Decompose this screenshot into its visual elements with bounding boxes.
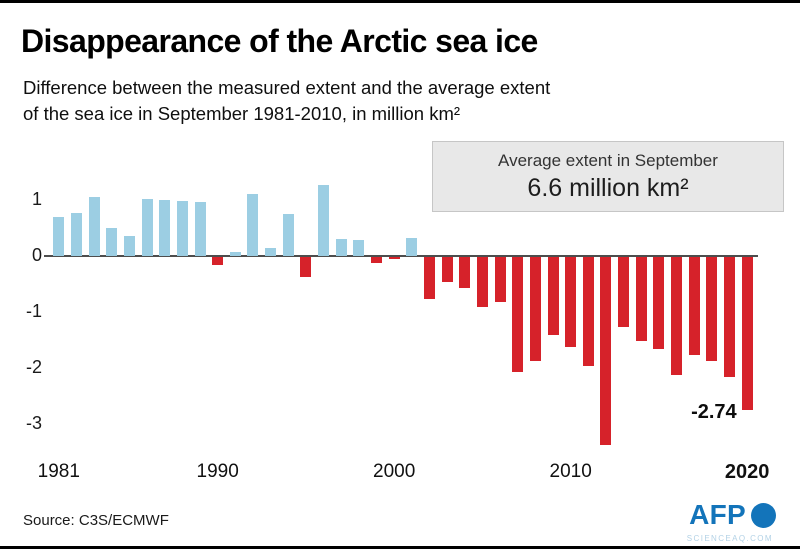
- bar-2013: [618, 257, 630, 327]
- watermark: SCIENCEAQ.COM: [686, 534, 773, 543]
- bar-2020: [741, 257, 753, 411]
- bar-1996: [318, 184, 330, 256]
- bar-2018: [706, 257, 718, 361]
- x-axis-tick-1981: 1981: [37, 461, 80, 482]
- bar-1990: [212, 257, 224, 266]
- y-axis-tick--3: -3: [25, 413, 42, 433]
- bar-2016: [671, 257, 683, 375]
- bar-1981: [53, 216, 65, 256]
- afp-logo: AFP: [689, 499, 776, 531]
- x-axis-tick-2020: 2020: [724, 461, 770, 483]
- bar-2006: [494, 257, 506, 302]
- bar-1992: [247, 194, 259, 256]
- annotation-2020-value: -2.74: [691, 401, 737, 424]
- bar-1986: [141, 198, 153, 256]
- bar-1988: [176, 201, 188, 256]
- x-axis-tick-1990: 1990: [196, 461, 239, 482]
- bar-1984: [106, 228, 118, 256]
- chart-subtitle-line1: Difference between the measured extent a…: [23, 77, 551, 98]
- bar-1998: [353, 240, 365, 256]
- average-extent-label: Average extent in September: [498, 150, 718, 170]
- plot-area: [44, 173, 758, 473]
- bar-2005: [476, 257, 488, 308]
- bar-2014: [635, 257, 647, 341]
- y-axis-tick--2: -2: [25, 357, 42, 377]
- afp-logo-text: AFP: [689, 499, 746, 530]
- y-axis-tick-0: 0: [31, 245, 42, 265]
- bar-1994: [282, 214, 294, 256]
- bar-1983: [88, 197, 100, 256]
- y-axis-tick-1: 1: [31, 189, 42, 209]
- bar-2001: [406, 238, 418, 256]
- bar-2012: [600, 257, 612, 445]
- bar-1982: [70, 212, 82, 256]
- bar-1999: [371, 257, 383, 263]
- afp-globe-icon: [751, 502, 776, 528]
- bar-2019: [724, 257, 736, 378]
- bar-2008: [529, 257, 541, 361]
- page-title: Disappearance of the Arctic sea ice: [21, 23, 538, 59]
- y-axis-tick--1: -1: [25, 301, 42, 321]
- chart-subtitle: Difference between the measured extent a…: [23, 75, 550, 126]
- x-axis-tick-2010: 2010: [549, 461, 592, 482]
- source-credit: Source: C3S/ECMWF: [23, 512, 169, 529]
- bar-2007: [512, 257, 524, 372]
- bar-1989: [194, 201, 206, 256]
- x-axis-tick-2000: 2000: [373, 461, 416, 482]
- zero-axis-line: [44, 255, 758, 257]
- bar-2003: [441, 257, 453, 283]
- bar-2002: [423, 257, 435, 299]
- bar-2004: [459, 257, 471, 288]
- bar-1987: [159, 200, 171, 256]
- bar-1997: [335, 239, 347, 256]
- bar-2000: [388, 257, 400, 260]
- bar-2017: [688, 257, 700, 355]
- chart-subtitle-line2: of the sea ice in September 1981-2010, i…: [23, 102, 461, 124]
- bar-2011: [582, 257, 594, 367]
- bar-2010: [565, 257, 577, 347]
- average-extent-callout: Average extent in September 6.6 million …: [432, 141, 784, 212]
- bar-1991: [229, 252, 241, 256]
- bar-1993: [265, 247, 277, 256]
- average-extent-value: 6.6 million km²: [527, 173, 689, 202]
- bar-2015: [653, 257, 665, 350]
- bar-1995: [300, 257, 312, 277]
- bar-1985: [123, 236, 135, 256]
- bar-2009: [547, 257, 559, 336]
